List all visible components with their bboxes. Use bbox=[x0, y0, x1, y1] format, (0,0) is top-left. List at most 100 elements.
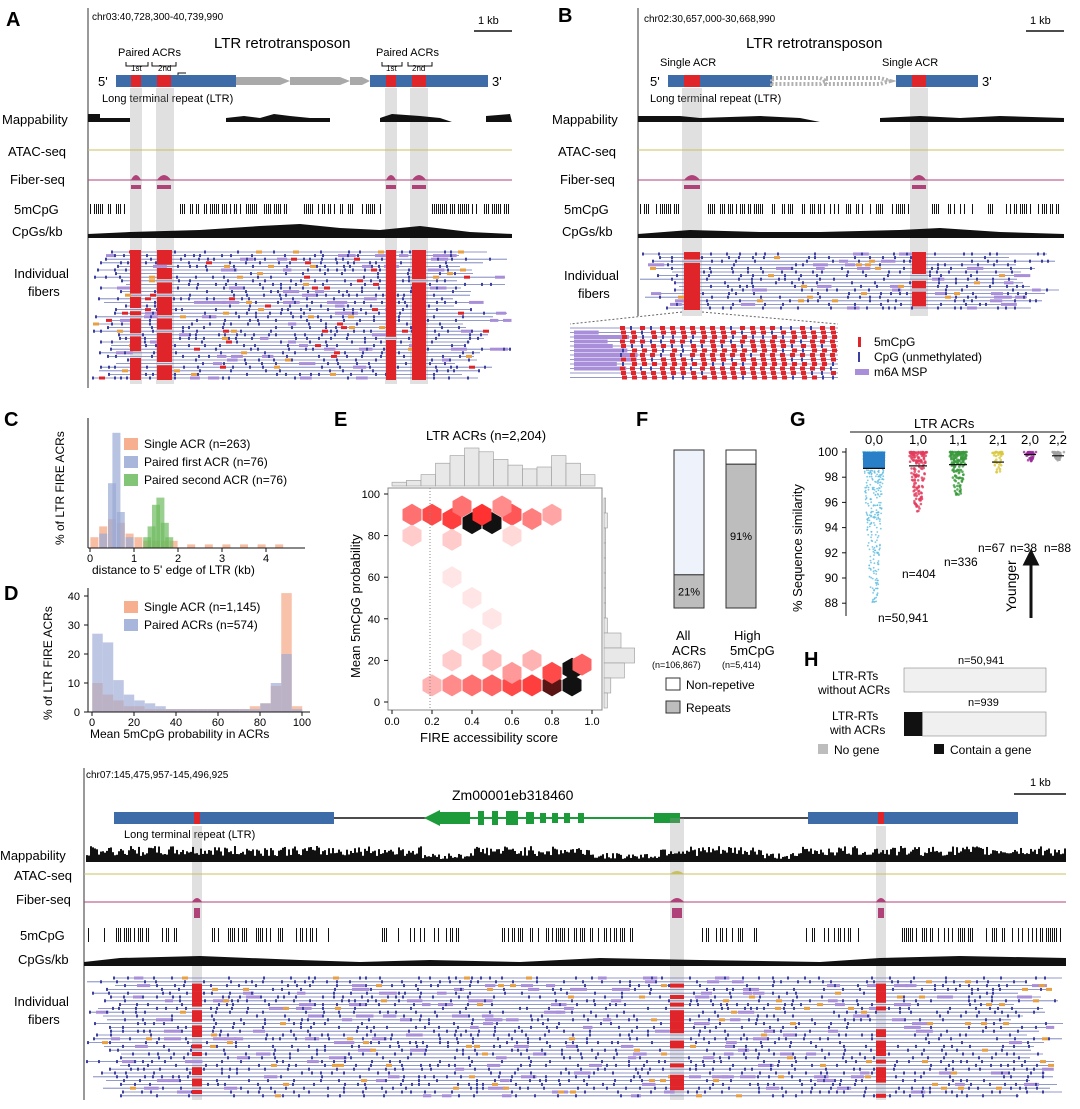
panel-b-zoom-line-right bbox=[701, 311, 839, 325]
cpg-mark bbox=[476, 1052, 478, 1056]
mappability-bar bbox=[578, 848, 580, 862]
cpg-mark bbox=[270, 275, 272, 279]
nuc-mark bbox=[690, 1044, 696, 1048]
inset-5mcpg-mark bbox=[632, 362, 637, 366]
cpg-mark bbox=[185, 1037, 187, 1041]
cpg-mark bbox=[928, 1041, 930, 1045]
cpg-mark bbox=[576, 1003, 578, 1007]
inset-5mcpg-mark bbox=[772, 375, 777, 380]
cpg-mark bbox=[281, 308, 283, 312]
panel-c-xlabel: distance to 5' edge of LTR (kb) bbox=[92, 563, 255, 577]
cpg-mark bbox=[153, 1071, 155, 1075]
mcpg-tick bbox=[644, 204, 645, 214]
cpg-mark bbox=[117, 297, 119, 301]
mappability-bar bbox=[432, 853, 434, 862]
panel-a-ltr-label: Long terminal repeat (LTR) bbox=[102, 93, 233, 105]
cpg-mark bbox=[633, 1014, 635, 1018]
cpg-mark bbox=[947, 1010, 949, 1014]
cpg-mark bbox=[379, 279, 381, 283]
cpg-mark bbox=[740, 274, 742, 278]
panel-e-hexbin bbox=[502, 524, 522, 547]
panel-g-group-label: 1,0 bbox=[909, 432, 927, 447]
inset-5mcpg-mark bbox=[752, 375, 757, 380]
panel-g-point bbox=[870, 534, 873, 536]
inset-5mcpg-mark bbox=[651, 371, 656, 375]
cpg-mark bbox=[233, 1022, 235, 1026]
inset-5mcpg-mark bbox=[830, 326, 835, 330]
panel-g-point bbox=[873, 504, 875, 506]
cpg-mark bbox=[197, 282, 199, 286]
cpg-mark bbox=[735, 292, 737, 296]
acr-fiber-mark bbox=[386, 329, 396, 334]
mcpg-tick bbox=[1030, 204, 1031, 214]
cpg-mark bbox=[262, 286, 264, 290]
mcpg-tick bbox=[1040, 928, 1041, 942]
cpg-mark bbox=[350, 1056, 352, 1060]
mappability-bar bbox=[780, 858, 782, 862]
cpg-mark bbox=[665, 1006, 667, 1010]
panel-e-right-hist-bar bbox=[603, 512, 608, 529]
panel-g-point bbox=[873, 572, 875, 575]
mappability-bar bbox=[880, 852, 882, 862]
inset-5mcpg-mark bbox=[691, 344, 696, 348]
cpg-mark bbox=[347, 333, 349, 337]
acr-fiber-mark bbox=[386, 325, 396, 330]
cpg-mark bbox=[321, 257, 323, 261]
cpg-mark bbox=[762, 270, 764, 274]
acr-fiber-mark bbox=[386, 332, 396, 337]
cpg-mark bbox=[285, 272, 287, 276]
red-mark bbox=[357, 279, 363, 283]
mcpg-tick bbox=[330, 204, 331, 214]
cpg-mark bbox=[195, 333, 197, 337]
cpg-mark bbox=[975, 1063, 977, 1067]
panel-e-hexbin bbox=[492, 495, 512, 518]
cpg-mark bbox=[739, 299, 741, 303]
cpg-mark bbox=[991, 999, 993, 1003]
mcpg-tick bbox=[226, 204, 227, 214]
cpg-mark bbox=[106, 987, 108, 991]
cpg-mark bbox=[282, 1033, 284, 1037]
cpg-mark bbox=[512, 980, 514, 984]
cpg-mark bbox=[325, 293, 327, 297]
panel-g-point bbox=[880, 493, 883, 495]
mcpg-tick bbox=[844, 928, 845, 942]
panel-d-bar bbox=[144, 703, 156, 712]
panel-a-fiber-peaks bbox=[131, 175, 426, 180]
cpg-mark bbox=[262, 980, 264, 984]
mappability-bar bbox=[920, 855, 922, 862]
inset-cpg-mark bbox=[650, 339, 652, 344]
mcpg-tick bbox=[438, 204, 439, 214]
cpg-mark bbox=[706, 1048, 708, 1052]
inset-5mcpg-mark bbox=[741, 371, 746, 375]
nuc-mark bbox=[922, 1060, 928, 1064]
m6a-msp-mark bbox=[556, 1010, 566, 1014]
cpg-mark bbox=[108, 365, 110, 369]
cpg-mark bbox=[775, 281, 777, 285]
m6a-msp-mark bbox=[835, 1003, 845, 1007]
inset-5mcpg-mark bbox=[712, 335, 717, 339]
mappability-bar bbox=[322, 851, 324, 862]
panel-g-younger-label: Younger bbox=[1003, 560, 1019, 612]
mappability-bar bbox=[782, 856, 784, 862]
cpg-mark bbox=[945, 980, 947, 984]
cpg-mark bbox=[648, 984, 650, 988]
panel-g-point bbox=[962, 473, 965, 476]
mappability-bar bbox=[652, 857, 654, 862]
cpg-mark bbox=[577, 1063, 579, 1067]
cpg-mark bbox=[174, 984, 176, 988]
nuc-mark bbox=[210, 1044, 216, 1048]
panel-e-xtick-label: 0.2 bbox=[424, 716, 439, 728]
cpg-mark bbox=[900, 302, 902, 306]
mcpg-tick bbox=[1016, 204, 1017, 214]
panel-e-right-hist-bar bbox=[603, 602, 607, 619]
inset-5mcpg-mark bbox=[732, 375, 737, 380]
mappability-bar bbox=[558, 854, 560, 862]
cpg-mark bbox=[222, 376, 224, 380]
cpg-mark bbox=[347, 304, 349, 308]
mappability-bar bbox=[120, 848, 122, 862]
cpg-mark bbox=[937, 284, 939, 288]
cpg-mark bbox=[962, 1052, 964, 1056]
cpg-mark bbox=[690, 999, 692, 1003]
cpg-mark bbox=[381, 980, 383, 984]
cpg-mark bbox=[248, 308, 250, 312]
